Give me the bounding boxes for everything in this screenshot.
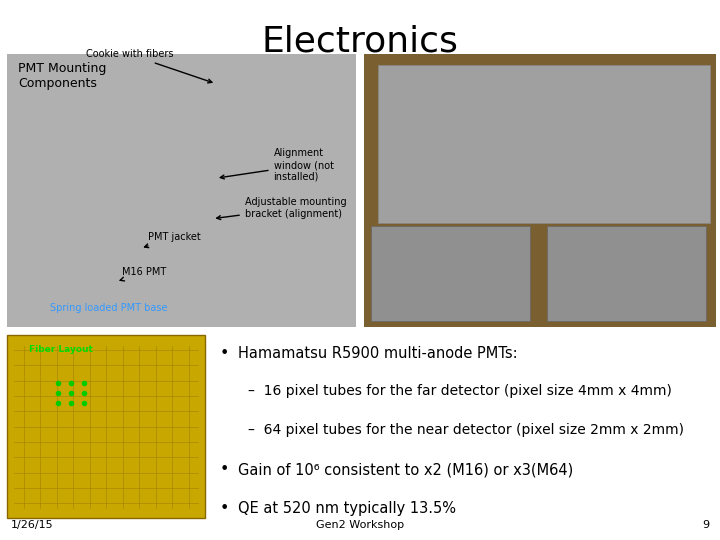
Text: Gen2 Workshop: Gen2 Workshop (316, 520, 404, 530)
Text: Electronics: Electronics (261, 24, 459, 58)
Bar (547, 226, 706, 321)
Text: QE at 520 nm typically 13.5%: QE at 520 nm typically 13.5% (238, 501, 456, 516)
Text: M16 PMT: M16 PMT (120, 267, 166, 281)
Text: •: • (220, 346, 229, 361)
Text: 9: 9 (702, 520, 709, 530)
Text: Spring loaded PMT base: Spring loaded PMT base (50, 303, 168, 313)
Text: PMT jacket: PMT jacket (145, 232, 200, 248)
Text: 1/26/15: 1/26/15 (11, 520, 53, 530)
Text: PMT Mounting
Components: PMT Mounting Components (18, 62, 107, 90)
Text: Fiber Layout: Fiber Layout (29, 345, 93, 354)
Bar (7, 335, 205, 518)
Bar (364, 54, 716, 327)
Bar (378, 65, 710, 223)
Bar (7, 54, 356, 327)
Text: –  16 pixel tubes for the far detector (pixel size 4mm x 4mm): – 16 pixel tubes for the far detector (p… (248, 384, 672, 399)
Text: Gain of 10⁶ consistent to x2 (M16) or x3(M64): Gain of 10⁶ consistent to x2 (M16) or x3… (238, 462, 573, 477)
Text: •: • (220, 501, 229, 516)
Text: Hamamatsu R5900 multi-anode PMTs:: Hamamatsu R5900 multi-anode PMTs: (238, 346, 517, 361)
Text: –  64 pixel tubes for the near detector (pixel size 2mm x 2mm): – 64 pixel tubes for the near detector (… (248, 423, 685, 437)
Text: •: • (220, 462, 229, 477)
Text: Adjustable mounting
bracket (alignment): Adjustable mounting bracket (alignment) (217, 197, 346, 220)
Text: Cookie with fibers: Cookie with fibers (86, 49, 212, 83)
Text: Alignment
window (not
installed): Alignment window (not installed) (220, 148, 333, 181)
Bar (371, 226, 530, 321)
